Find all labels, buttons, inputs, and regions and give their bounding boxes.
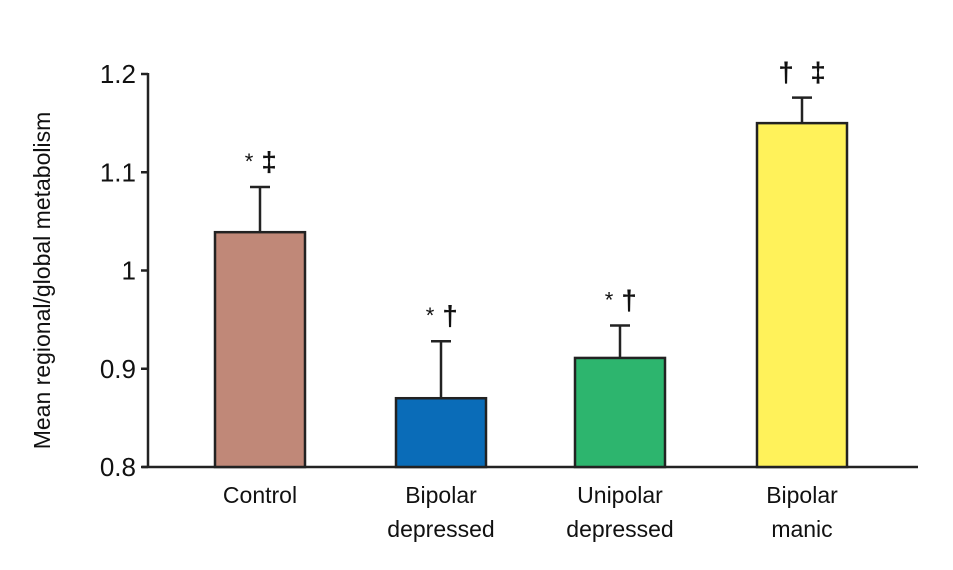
x-tick-label: depressed <box>387 516 494 542</box>
x-tick-label: Control <box>223 482 297 508</box>
bar <box>394 396 488 469</box>
significance-marker: * <box>245 149 254 174</box>
significance-marker: † <box>778 57 794 88</box>
significance-marker: * <box>605 288 614 313</box>
bar <box>213 230 307 469</box>
y-tick-label: 0.8 <box>100 452 136 482</box>
x-tick-label: Bipolar <box>766 482 838 508</box>
y-tick-label: 1 <box>122 256 136 286</box>
x-tick-label: depressed <box>566 516 673 542</box>
significance-marker: ‡ <box>810 57 826 88</box>
y-tick-label: 0.9 <box>100 354 136 384</box>
bar <box>573 356 667 469</box>
y-tick-label: 1.2 <box>100 59 136 89</box>
bar <box>755 121 849 469</box>
significance-marker: * <box>426 303 435 328</box>
x-tick-label: Bipolar <box>405 482 477 508</box>
significance-marker: † <box>442 300 458 331</box>
x-tick-label: Unipolar <box>577 482 663 508</box>
x-tick-label: manic <box>771 516 832 542</box>
y-tick-label: 1.1 <box>100 157 136 187</box>
y-axis-label: Mean regional/global metabolism <box>29 112 55 450</box>
significance-marker: † <box>621 285 637 316</box>
significance-marker: ‡ <box>261 146 277 177</box>
